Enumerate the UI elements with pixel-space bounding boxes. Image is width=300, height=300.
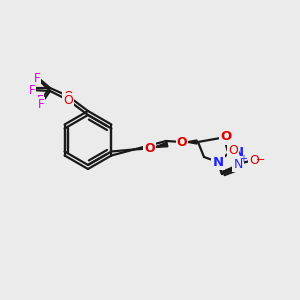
Text: F: F bbox=[29, 83, 35, 97]
Text: O: O bbox=[144, 142, 155, 155]
Text: F: F bbox=[33, 70, 39, 83]
Polygon shape bbox=[186, 140, 197, 144]
Text: O: O bbox=[63, 89, 73, 103]
Text: N: N bbox=[212, 155, 224, 169]
Text: N: N bbox=[232, 146, 244, 158]
Text: O: O bbox=[249, 154, 259, 166]
Text: O: O bbox=[63, 94, 73, 106]
Text: −: − bbox=[256, 155, 266, 165]
Text: F: F bbox=[38, 98, 44, 110]
Polygon shape bbox=[153, 142, 168, 148]
Text: F: F bbox=[34, 71, 40, 85]
Text: +: + bbox=[239, 154, 247, 164]
Text: O: O bbox=[220, 130, 232, 143]
Text: N: N bbox=[233, 158, 243, 170]
Text: O: O bbox=[228, 143, 238, 157]
Text: F: F bbox=[29, 82, 35, 94]
Text: F: F bbox=[37, 94, 43, 107]
Text: O: O bbox=[177, 136, 187, 148]
